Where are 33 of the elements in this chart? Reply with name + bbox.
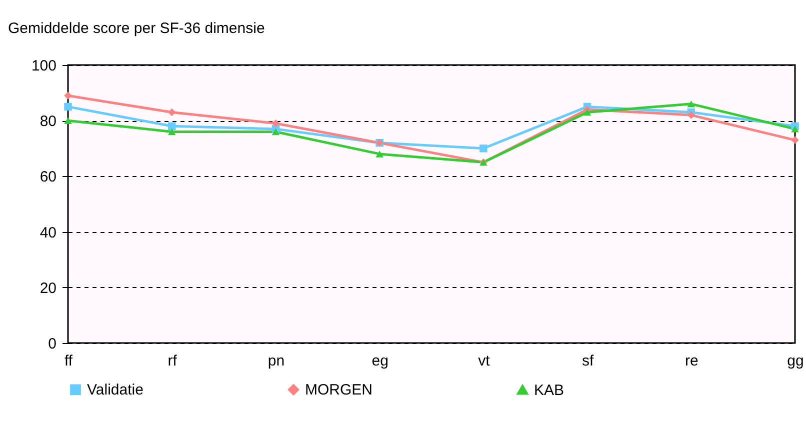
x-tick-label: eg bbox=[372, 352, 388, 370]
point bbox=[583, 108, 592, 116]
point bbox=[64, 117, 72, 124]
x-tick-label: gg bbox=[787, 352, 804, 370]
point bbox=[272, 120, 280, 128]
x-tick-label: rf bbox=[168, 352, 178, 370]
x-tick-label: vt bbox=[478, 352, 491, 370]
legend-label: Validatie bbox=[87, 382, 144, 399]
x-tick-label: sf bbox=[582, 352, 594, 370]
y-tick-label: 20 bbox=[40, 280, 56, 297]
point bbox=[376, 150, 384, 158]
point bbox=[480, 144, 488, 152]
point bbox=[64, 102, 72, 111]
y-tick-label: 0 bbox=[48, 336, 56, 352]
legend-label: KAB bbox=[534, 382, 564, 399]
legend-label: MORGEN bbox=[305, 382, 372, 399]
point bbox=[64, 92, 72, 100]
point bbox=[272, 128, 280, 136]
x-tick-label: ff bbox=[64, 352, 74, 370]
point bbox=[168, 108, 176, 116]
y-tick-label: 80 bbox=[40, 113, 56, 130]
y-tick-label: 40 bbox=[40, 224, 56, 242]
chart-title: Gemiddelde score per SF-36 dimensie bbox=[8, 20, 265, 37]
point bbox=[687, 100, 696, 108]
point bbox=[168, 128, 176, 136]
point bbox=[791, 126, 799, 132]
point bbox=[168, 122, 176, 130]
x-tick-label: re bbox=[684, 352, 698, 370]
y-tick-label: 100 bbox=[31, 58, 56, 74]
y-tick-label: 60 bbox=[40, 168, 56, 186]
x-tick-label: pn bbox=[268, 352, 285, 370]
point bbox=[791, 136, 799, 144]
point bbox=[687, 111, 696, 119]
